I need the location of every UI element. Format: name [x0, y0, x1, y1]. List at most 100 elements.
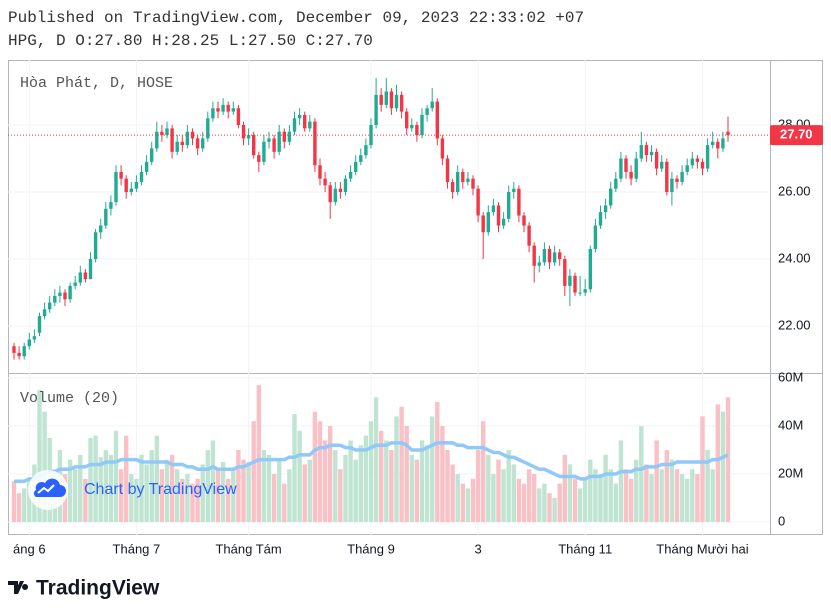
- volume-moving-average: [14, 441, 729, 483]
- volume-bar: [333, 450, 338, 523]
- candle-body: [563, 259, 567, 286]
- candle-body: [129, 188, 133, 193]
- volume-bar: [506, 450, 511, 523]
- candle-body: [471, 178, 475, 189]
- volume-bar: [613, 483, 618, 523]
- volume-bar: [481, 421, 486, 523]
- candle-body: [150, 148, 154, 162]
- volume-bar: [486, 454, 491, 523]
- volume-bar: [144, 464, 149, 523]
- candle-body: [507, 192, 511, 219]
- candle-body: [226, 104, 230, 112]
- candle-body: [262, 141, 266, 162]
- volume-bar: [328, 426, 333, 523]
- volume-bar: [353, 459, 358, 523]
- volume-bar: [139, 454, 144, 523]
- volume-bar: [384, 440, 389, 523]
- volume-bar: [496, 459, 501, 523]
- candle-body: [170, 128, 174, 152]
- candle-body: [695, 158, 700, 162]
- volume-bar: [98, 457, 103, 523]
- candle-body: [287, 131, 292, 142]
- candle-body: [221, 104, 225, 112]
- candle-body: [690, 158, 694, 166]
- candle-body: [195, 138, 200, 149]
- candle-body: [435, 101, 439, 139]
- volume-bar: [460, 483, 465, 523]
- candle-body: [338, 188, 343, 193]
- candle-body: [476, 188, 480, 216]
- volume-bar: [603, 454, 608, 523]
- candle-body: [303, 114, 307, 129]
- candle-body: [328, 185, 332, 203]
- candle-body: [588, 249, 592, 290]
- candle-body: [700, 161, 705, 169]
- candle-body: [231, 108, 235, 112]
- x-tick-label: 3: [474, 541, 481, 556]
- volume-bar: [470, 478, 476, 523]
- x-tick-label: Tháng 7: [113, 541, 161, 556]
- volume-bar: [725, 397, 731, 523]
- y-tick-label: 20M: [778, 465, 803, 480]
- volume-bar: [628, 478, 634, 523]
- candle-body: [93, 232, 98, 260]
- volume-bar: [649, 474, 654, 523]
- volume-bar: [455, 474, 460, 523]
- candle-body: [139, 171, 144, 182]
- candle-body: [496, 205, 501, 226]
- candle-body: [53, 295, 57, 303]
- candle-body: [114, 171, 118, 203]
- candle-body: [583, 289, 587, 293]
- candle-body: [481, 215, 485, 233]
- volume-bar: [277, 459, 282, 523]
- candle-body: [726, 131, 730, 136]
- volume-bar: [557, 483, 562, 523]
- volume-bar: [674, 469, 680, 523]
- volume-bar: [180, 478, 185, 523]
- volume-bar: [368, 421, 374, 523]
- candle-body: [175, 141, 179, 152]
- volume-bar: [103, 450, 108, 523]
- volume-bar: [552, 498, 557, 523]
- candle-body: [119, 171, 123, 179]
- candle-body: [257, 155, 261, 162]
- volume-bar: [521, 483, 527, 523]
- candle-body: [78, 272, 82, 283]
- volume-bar: [593, 469, 598, 523]
- candle-body: [517, 188, 521, 216]
- x-tick-label: Tháng 11: [558, 541, 612, 556]
- candle-body: [155, 131, 159, 149]
- candle-body: [675, 178, 679, 182]
- volume-bar: [251, 421, 256, 523]
- volume-bar: [205, 450, 210, 523]
- candle-body: [37, 316, 42, 333]
- candle-body: [379, 94, 383, 105]
- volume-bar: [297, 430, 302, 523]
- volume-bar: [465, 488, 471, 523]
- volume-bar: [618, 440, 624, 523]
- candle-body: [292, 118, 297, 132]
- volume-bar: [322, 440, 328, 523]
- volume-bar: [185, 474, 190, 523]
- candle-body: [649, 151, 654, 156]
- candle-body: [22, 346, 26, 357]
- volume-bar: [154, 435, 159, 523]
- volume-bar: [644, 464, 649, 523]
- volume-bar: [572, 478, 578, 523]
- volume-bar: [118, 469, 124, 523]
- candle-body: [568, 275, 572, 286]
- volume-bar: [450, 464, 455, 523]
- candle-body: [639, 145, 643, 159]
- candle-body: [323, 178, 327, 186]
- candle-body: [450, 181, 455, 193]
- candle-body: [58, 292, 62, 296]
- watermark: Chart by TradingView: [28, 470, 237, 510]
- volume-bar: [445, 450, 450, 523]
- candle-body: [665, 161, 669, 193]
- candle-body: [318, 165, 322, 179]
- volume-bar: [78, 454, 83, 523]
- volume-bar: [399, 406, 404, 523]
- watermark-icon-line: [37, 484, 55, 494]
- candle-body: [399, 94, 404, 112]
- candle-body: [333, 188, 337, 203]
